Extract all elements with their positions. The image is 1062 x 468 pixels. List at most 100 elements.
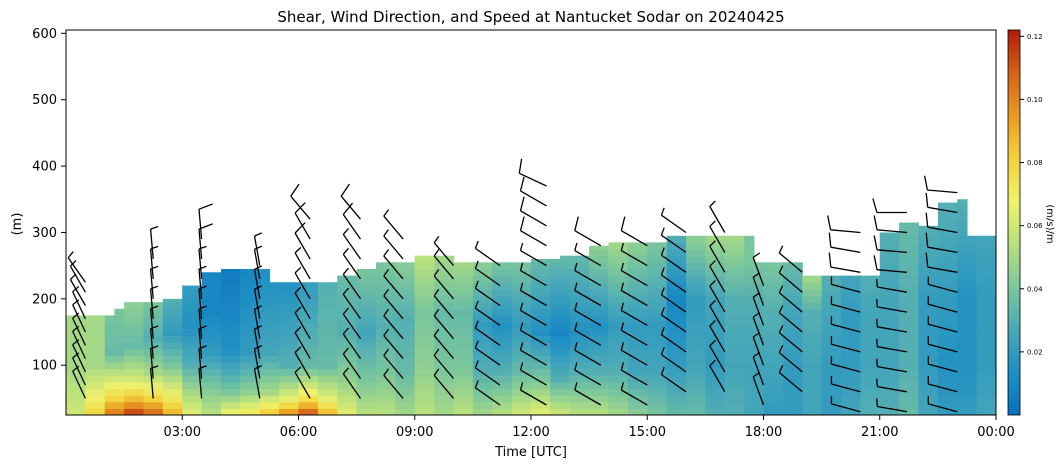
- shear-cell: [560, 302, 571, 310]
- shear-cell: [259, 302, 271, 310]
- shear-cell: [899, 381, 910, 390]
- shear-cell: [647, 302, 658, 310]
- shear-cell: [986, 308, 996, 317]
- wind-barb: [660, 327, 687, 353]
- wind-barb: [927, 336, 958, 353]
- shear-cell: [356, 395, 367, 403]
- shear-cell: [656, 408, 668, 415]
- shear-cell: [579, 368, 590, 376]
- shear-cell: [482, 308, 493, 317]
- shear-cell: [124, 381, 135, 390]
- shear-cell: [686, 368, 697, 376]
- shear-cell: [763, 315, 774, 323]
- shear-cell: [715, 255, 726, 263]
- shear-cell: [376, 262, 387, 270]
- shear-cell: [230, 408, 241, 415]
- shear-cell: [695, 341, 706, 350]
- shear-cell: [879, 275, 891, 283]
- shear-cell: [870, 302, 881, 310]
- wind-barb: [342, 227, 362, 260]
- shear-cell: [501, 395, 513, 403]
- shear-cell: [937, 268, 949, 277]
- shear-cell: [763, 308, 774, 317]
- shear-cell: [976, 375, 987, 383]
- shear-cell: [608, 341, 619, 350]
- shear-cell: [666, 375, 677, 383]
- shear-cell: [162, 308, 174, 317]
- shear-cell: [405, 328, 416, 336]
- shear-cell: [715, 322, 726, 330]
- shear-cell: [966, 235, 978, 244]
- shear-cell: [288, 308, 300, 317]
- shear-cell: [221, 328, 232, 336]
- shear-cell: [889, 242, 900, 250]
- shear-cell: [831, 388, 842, 396]
- shear-cell: [666, 288, 677, 297]
- shear-cell: [695, 381, 706, 390]
- shear-cell: [899, 375, 910, 383]
- shear-cell: [889, 401, 900, 409]
- shear-cell: [918, 348, 929, 356]
- shear-cell: [298, 355, 309, 363]
- shear-cell: [201, 348, 212, 356]
- shear-cell: [889, 355, 900, 363]
- shear-cell: [511, 335, 522, 343]
- shear-cell: [715, 328, 726, 336]
- shear-cell: [201, 361, 212, 370]
- shear-cell: [540, 308, 551, 317]
- shear-cell: [705, 368, 716, 376]
- shear-cell: [182, 322, 193, 330]
- shear-cell: [240, 295, 251, 303]
- shear-cell: [598, 408, 610, 415]
- shear-cell: [385, 328, 396, 336]
- shear-cell: [656, 341, 668, 350]
- shear-cell: [928, 395, 939, 403]
- wind-barb: [925, 192, 958, 214]
- shear-cell: [95, 361, 106, 370]
- shear-cell: [540, 288, 551, 297]
- shear-cell: [589, 245, 600, 250]
- x-tick-label: 06:00: [280, 425, 317, 440]
- shear-cell: [443, 361, 455, 370]
- shear-cell: [172, 328, 183, 336]
- shear-cell: [928, 295, 939, 303]
- shear-cell: [298, 368, 309, 376]
- shear-cell: [259, 368, 271, 376]
- shear-cell: [734, 408, 745, 415]
- shear-cell: [395, 355, 406, 363]
- wind-barb: [433, 368, 454, 399]
- shear-cell: [647, 249, 658, 257]
- shear-cell: [182, 335, 193, 343]
- shear-cell: [531, 401, 542, 409]
- shear-cell: [627, 315, 639, 323]
- shear-cell: [366, 401, 377, 409]
- shear-cell: [618, 315, 629, 323]
- shear-cell: [908, 328, 920, 336]
- wind-barb: [519, 302, 547, 326]
- shear-cell: [356, 355, 367, 363]
- shear-cell: [841, 341, 852, 350]
- shear-cell: [947, 401, 958, 409]
- shear-cell: [589, 361, 600, 370]
- shear-cell: [453, 388, 464, 396]
- shear-cell: [686, 242, 697, 250]
- shear-cell: [153, 368, 164, 376]
- shear-cell: [540, 275, 551, 283]
- shear-cell: [782, 388, 794, 396]
- shear-cell: [627, 388, 639, 396]
- y-tick-label: 200: [32, 292, 57, 307]
- wind-barb: [433, 269, 454, 300]
- shear-cell: [763, 282, 774, 290]
- wind-barb: [433, 288, 454, 320]
- shear-cell: [211, 381, 222, 390]
- shear-cell: [782, 328, 794, 336]
- shear-cell: [918, 229, 929, 237]
- shear-cell: [230, 355, 241, 363]
- shear-cell: [95, 388, 106, 396]
- shear-cell: [695, 375, 706, 383]
- shear-cell: [656, 388, 668, 396]
- shear-cell: [414, 395, 426, 403]
- shear-cell: [162, 388, 174, 396]
- wind-barb: [253, 232, 263, 266]
